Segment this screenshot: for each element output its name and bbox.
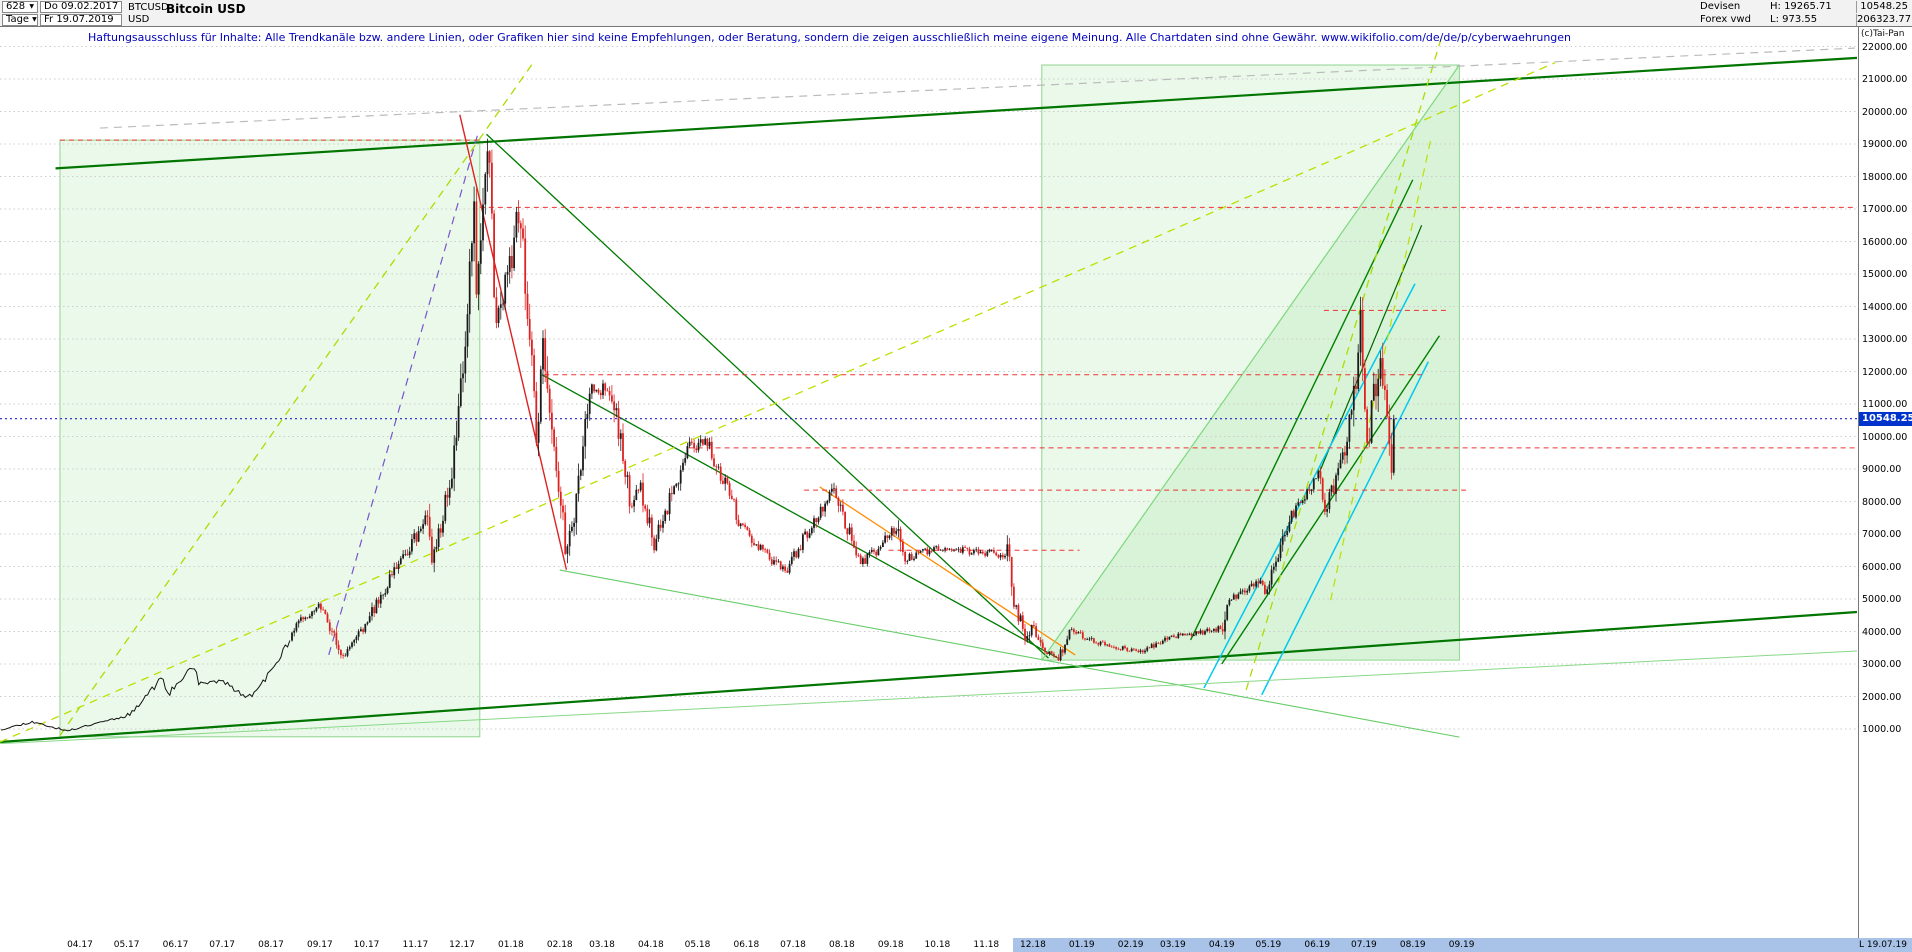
date-from-field[interactable]: Do 09.02.2017 bbox=[40, 1, 122, 13]
y-axis-label: 21000.00 bbox=[1862, 74, 1908, 85]
trend-line bbox=[1221, 335, 1441, 665]
x-axis-label: 02.19 bbox=[1117, 940, 1144, 950]
trend-line bbox=[0, 610, 1858, 744]
trend-line bbox=[486, 133, 1049, 659]
x-axis-label: 10.17 bbox=[353, 940, 380, 950]
chart-title: Bitcoin USD bbox=[166, 2, 246, 16]
y-axis-label: 16000.00 bbox=[1862, 236, 1908, 248]
x-axis-label: 09.17 bbox=[306, 940, 333, 950]
currency-label: USD bbox=[128, 14, 150, 25]
x-axis-label: 06.17 bbox=[162, 940, 189, 950]
x-axis-label: 01.18 bbox=[498, 940, 524, 950]
x-axis-label: 04.18 bbox=[637, 940, 664, 950]
x-axis-label: 11.17 bbox=[402, 940, 429, 950]
trend-line bbox=[55, 56, 1858, 170]
y-axis-label: 7000.00 bbox=[1862, 529, 1902, 540]
volume-value: 206323.77 bbox=[1856, 14, 1912, 26]
x-axis-label: 10.18 bbox=[924, 940, 951, 950]
dashed-trend-line bbox=[99, 47, 1855, 129]
y-axis-label: 4000.00 bbox=[1862, 626, 1902, 638]
dashed-trend-line bbox=[0, 62, 1556, 743]
y-axis-label: 13000.00 bbox=[1862, 334, 1908, 345]
price-axis: (c)Tai-Pan 10548.25 22000.00 21000.00 2000… bbox=[1858, 27, 1912, 938]
symbol-label: BTCUSD bbox=[128, 2, 169, 13]
price-line-early bbox=[0, 640, 291, 732]
y-axis-label: 11000.00 bbox=[1862, 399, 1908, 410]
trend-line bbox=[459, 114, 568, 570]
x-axis-label: 06.18 bbox=[733, 940, 760, 950]
bars-count-value: 628 bbox=[6, 1, 26, 12]
trend-line bbox=[559, 569, 1460, 738]
y-axis-label: 20000.00 bbox=[1862, 106, 1908, 118]
shaded-region bbox=[59, 139, 481, 738]
x-axis-label: 06.19 bbox=[1304, 940, 1331, 950]
chevron-down-icon: ▼ bbox=[29, 3, 34, 10]
x-axis-label: 07.19 bbox=[1351, 940, 1377, 950]
x-axis-label: 04.17 bbox=[67, 940, 93, 950]
current-price-tag: 10548.25 bbox=[1859, 411, 1912, 426]
last-date-label: L 19.07.19 bbox=[1859, 940, 1907, 950]
y-axis-label: 10000.00 bbox=[1862, 431, 1908, 443]
time-axis: L 19.07.19 04.17 05.17 06.17 07.17 08.17 09.1… bbox=[0, 938, 1912, 952]
category-label: Devisen bbox=[1700, 1, 1741, 12]
x-axis-label: 07.18 bbox=[780, 940, 806, 950]
bars-count-dropdown[interactable]: 628 ▼ bbox=[2, 1, 38, 13]
period-low-label: L: 973.55 bbox=[1770, 14, 1818, 25]
dashed-trend-line bbox=[1245, 36, 1443, 691]
x-axis-label: 01.19 bbox=[1068, 940, 1095, 950]
trend-line bbox=[541, 374, 1058, 659]
y-axis-label: 14000.00 bbox=[1862, 301, 1908, 313]
dashed-trend-line bbox=[328, 134, 479, 656]
x-axis-label: 09.19 bbox=[1448, 940, 1475, 950]
y-axis-label: 6000.00 bbox=[1862, 561, 1902, 573]
x-axis-label: 07.17 bbox=[209, 940, 235, 950]
x-axis-label: 02.18 bbox=[546, 940, 573, 950]
x-axis-label: 08.17 bbox=[258, 940, 284, 950]
x-axis-label: 05.19 bbox=[1255, 940, 1282, 950]
trend-line bbox=[0, 650, 1858, 745]
x-axis-label: 05.18 bbox=[684, 940, 711, 950]
y-axis-label: 5000.00 bbox=[1862, 594, 1902, 605]
y-axis-label: 22000.00 bbox=[1862, 41, 1908, 53]
x-axis-label: 05.17 bbox=[113, 940, 140, 950]
disclaimer-text: Haftungsausschluss für Inhalte: Alle Tre… bbox=[88, 31, 1572, 44]
y-axis-label: 19000.00 bbox=[1862, 139, 1908, 150]
x-axis-label: 03.18 bbox=[589, 940, 615, 950]
y-axis-label: 15000.00 bbox=[1862, 269, 1908, 280]
x-axis-label: 09.18 bbox=[877, 940, 904, 950]
x-axis-label: 08.18 bbox=[828, 940, 855, 950]
trend-line bbox=[1261, 361, 1429, 696]
plot-layers bbox=[0, 36, 1858, 745]
y-axis-label: 12000.00 bbox=[1862, 366, 1908, 378]
x-axis-label: 04.19 bbox=[1208, 940, 1235, 950]
y-axis-label: 3000.00 bbox=[1862, 659, 1902, 670]
chevron-down-icon: ▼ bbox=[32, 16, 37, 23]
last-price-value: 10548.25 bbox=[1856, 1, 1910, 13]
y-axis-label: 2000.00 bbox=[1862, 691, 1902, 703]
y-axis-label: 17000.00 bbox=[1862, 204, 1908, 215]
dashed-trend-line bbox=[59, 62, 534, 736]
y-axis-label: 1000.00 bbox=[1862, 724, 1902, 735]
y-axis-label: 18000.00 bbox=[1862, 171, 1908, 183]
x-axis-label: 11.18 bbox=[973, 940, 1000, 950]
trend-line bbox=[1041, 64, 1460, 661]
x-axis-label: 03.19 bbox=[1159, 940, 1186, 950]
title-bar: 628 ▼ Do 09.02.2017 BTCUSD Bitcoin USD T… bbox=[0, 0, 1912, 27]
y-axis-label: 8000.00 bbox=[1862, 496, 1902, 508]
date-to-field[interactable]: Fr 19.07.2019 bbox=[40, 14, 122, 26]
y-axis-label: 9000.00 bbox=[1862, 464, 1902, 475]
period-high-label: H: 19265.71 bbox=[1770, 1, 1832, 12]
data-source-label: Forex vwd bbox=[1700, 14, 1751, 25]
trend-line bbox=[1318, 225, 1423, 473]
period-dropdown[interactable]: Tage ▼ bbox=[2, 14, 38, 26]
copyright-label: (c)Tai-Pan bbox=[1861, 29, 1905, 39]
period-value: Tage bbox=[6, 14, 30, 25]
time-axis-highlight[interactable] bbox=[1012, 938, 1912, 952]
x-axis-label: 12.18 bbox=[1020, 940, 1046, 950]
x-axis-label: 12.17 bbox=[449, 940, 475, 950]
x-axis-label: 08.19 bbox=[1399, 940, 1426, 950]
